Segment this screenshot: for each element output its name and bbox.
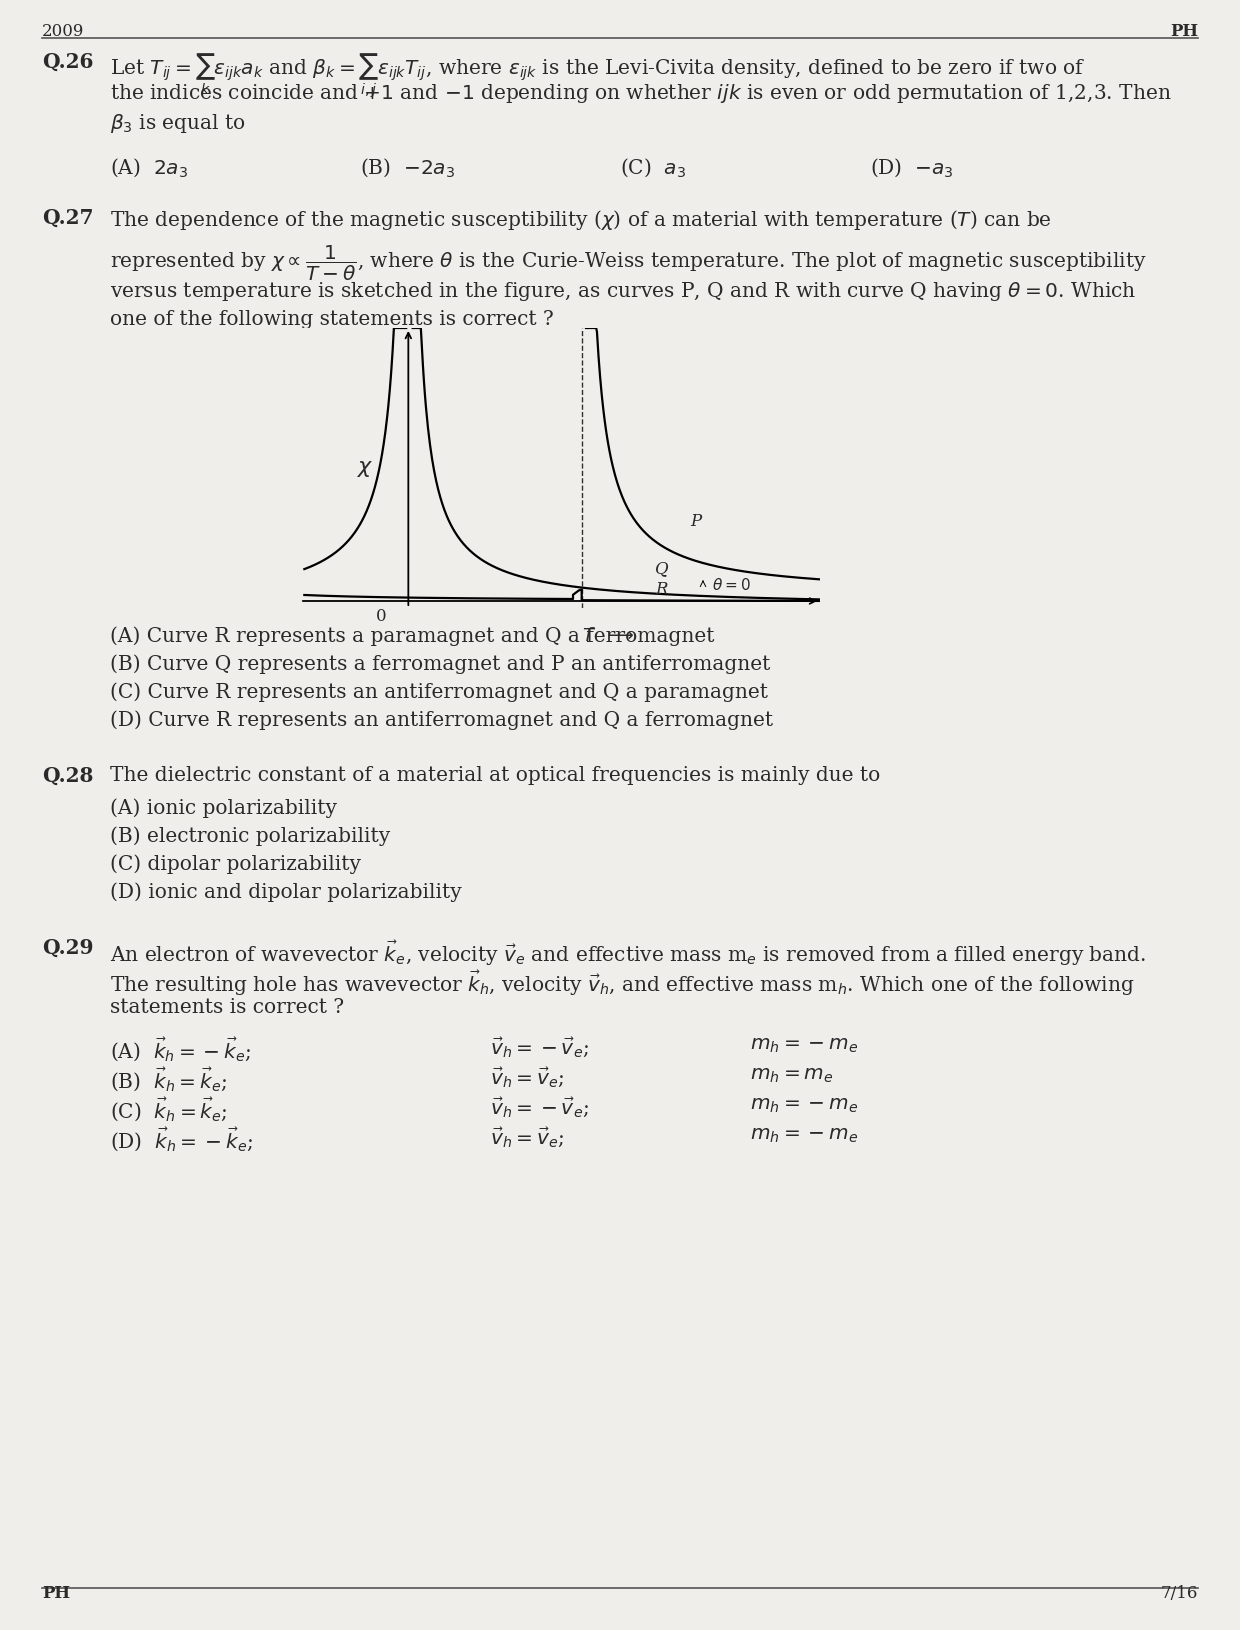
Text: (A) Curve R represents a paramagnet and Q a ferromagnet: (A) Curve R represents a paramagnet and … — [110, 626, 714, 645]
Text: (C)  $a_3$: (C) $a_3$ — [620, 156, 686, 179]
Text: R: R — [655, 580, 668, 598]
Text: $\vec{v}_h = -\vec{v}_e$;: $\vec{v}_h = -\vec{v}_e$; — [490, 1095, 589, 1120]
Text: $\chi$: $\chi$ — [357, 456, 373, 479]
Text: P: P — [689, 513, 701, 530]
Text: 2009: 2009 — [42, 23, 84, 41]
Text: 0: 0 — [376, 608, 387, 624]
Text: (D)  $-a_3$: (D) $-a_3$ — [870, 156, 954, 179]
Text: $\vec{v}_h = \vec{v}_e$;: $\vec{v}_h = \vec{v}_e$; — [490, 1126, 564, 1151]
Text: (B) Curve Q represents a ferromagnet and P an antiferromagnet: (B) Curve Q represents a ferromagnet and… — [110, 654, 770, 673]
Text: The dielectric constant of a material at optical frequencies is mainly due to: The dielectric constant of a material at… — [110, 766, 880, 786]
Text: (A)  $\vec{k}_h = -\vec{k}_e$;: (A) $\vec{k}_h = -\vec{k}_e$; — [110, 1037, 252, 1064]
Text: PH: PH — [42, 1584, 71, 1602]
Text: $\theta = 0$: $\theta = 0$ — [712, 577, 750, 593]
Text: (C) dipolar polarizability: (C) dipolar polarizability — [110, 854, 361, 874]
Text: the indices coincide and $+1$ and $-1$ depending on whether $ijk$ is even or odd: the indices coincide and $+1$ and $-1$ d… — [110, 82, 1172, 104]
Text: (A) ionic polarizability: (A) ionic polarizability — [110, 799, 337, 818]
Text: versus temperature is sketched in the figure, as curves P, Q and R with curve Q : versus temperature is sketched in the fi… — [110, 280, 1136, 303]
Text: Q.29: Q.29 — [42, 937, 93, 958]
Text: An electron of wavevector $\vec{k}_e$, velocity $\vec{v}_e$ and effective mass m: An electron of wavevector $\vec{k}_e$, v… — [110, 937, 1146, 968]
Text: PH: PH — [1169, 23, 1198, 41]
Text: The resulting hole has wavevector $\vec{k}_h$, velocity $\vec{v}_h$, and effecti: The resulting hole has wavevector $\vec{… — [110, 968, 1135, 998]
Text: $\vec{v}_h = -\vec{v}_e$;: $\vec{v}_h = -\vec{v}_e$; — [490, 1037, 589, 1060]
Text: (C)  $\vec{k}_h = \vec{k}_e$;: (C) $\vec{k}_h = \vec{k}_e$; — [110, 1095, 228, 1125]
Text: (C) Curve R represents an antiferromagnet and Q a paramagnet: (C) Curve R represents an antiferromagne… — [110, 681, 768, 701]
Text: Q: Q — [655, 561, 668, 577]
Text: (D) ionic and dipolar polarizability: (D) ionic and dipolar polarizability — [110, 882, 461, 901]
Text: statements is correct ?: statements is correct ? — [110, 998, 345, 1017]
Text: Q.27: Q.27 — [42, 209, 93, 228]
Text: $T$  $\longrightarrow$: $T$ $\longrightarrow$ — [582, 626, 635, 645]
Text: (B) electronic polarizability: (B) electronic polarizability — [110, 826, 391, 846]
Text: The dependence of the magnetic susceptibility ($\chi$) of a material with temper: The dependence of the magnetic susceptib… — [110, 209, 1052, 231]
Text: (B)  $-2a_3$: (B) $-2a_3$ — [360, 156, 455, 179]
Text: $\beta_3$ is equal to: $\beta_3$ is equal to — [110, 112, 246, 135]
Text: $m_h = m_e$: $m_h = m_e$ — [750, 1066, 833, 1086]
Text: (D) Curve R represents an antiferromagnet and Q a ferromagnet: (D) Curve R represents an antiferromagne… — [110, 711, 773, 730]
Text: represented by $\chi \propto \dfrac{1}{T-\theta}$, where $\theta$ is the Curie-W: represented by $\chi \propto \dfrac{1}{T… — [110, 244, 1147, 284]
Text: one of the following statements is correct ?: one of the following statements is corre… — [110, 310, 554, 329]
Text: (D)  $\vec{k}_h = -\vec{k}_e$;: (D) $\vec{k}_h = -\vec{k}_e$; — [110, 1126, 253, 1154]
Text: Q.28: Q.28 — [42, 766, 93, 786]
Text: 7/16: 7/16 — [1161, 1584, 1198, 1602]
Text: Let $T_{ij} = \sum_k \varepsilon_{ijk} a_k$ and $\beta_k = \sum_{i,j} \varepsilo: Let $T_{ij} = \sum_k \varepsilon_{ijk} a… — [110, 52, 1085, 101]
Text: $m_h = -m_e$: $m_h = -m_e$ — [750, 1095, 858, 1115]
Text: $\vec{v}_h = \vec{v}_e$;: $\vec{v}_h = \vec{v}_e$; — [490, 1066, 564, 1090]
Text: (B)  $\vec{k}_h = \vec{k}_e$;: (B) $\vec{k}_h = \vec{k}_e$; — [110, 1066, 227, 1094]
Text: $m_h = -m_e$: $m_h = -m_e$ — [750, 1037, 858, 1055]
Text: (A)  $2a_3$: (A) $2a_3$ — [110, 156, 188, 179]
Text: $m_h = -m_e$: $m_h = -m_e$ — [750, 1126, 858, 1144]
Text: Q.26: Q.26 — [42, 52, 93, 72]
